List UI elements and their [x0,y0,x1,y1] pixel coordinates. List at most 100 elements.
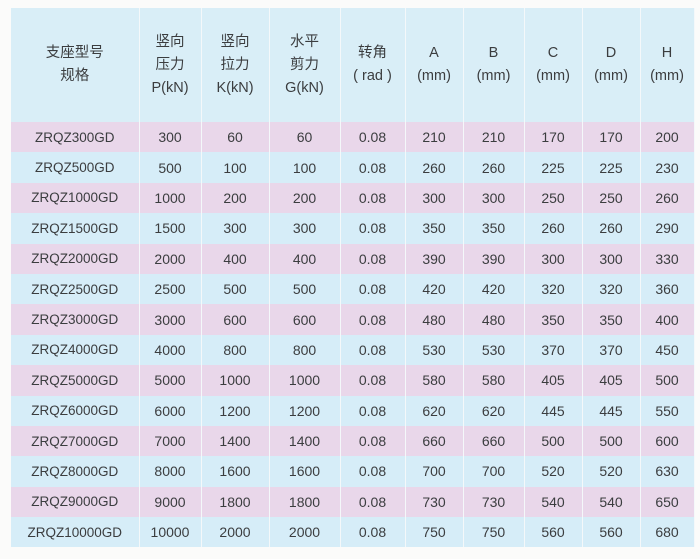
model-cell: ZRQZ300GD [11,122,140,153]
value-cell: 0.08 [340,304,406,335]
value-cell: 260 [582,213,641,244]
column-header: 转角 ( rad ) [340,8,406,122]
column-header-line: 压力 [155,56,185,73]
value-cell: 210 [463,122,525,153]
value-cell: 320 [524,273,583,305]
column-header-line: A [429,45,439,61]
value-cell: 480 [405,304,464,335]
value-cell: 300 [139,122,202,153]
value-cell: 0.08 [340,122,406,153]
column-header: B (mm) [463,8,525,122]
value-cell: 750 [405,517,464,548]
value-cell: 225 [524,152,583,183]
value-cell: 260 [524,213,583,244]
value-cell: 100 [269,152,341,183]
model-cell: ZRQZ8000GD [11,456,140,487]
value-cell: 1200 [201,395,270,426]
column-header-line: (mm) [650,68,684,84]
value-cell: 370 [524,334,583,366]
value-cell: 300 [269,213,341,244]
column-header-line: 剪力 [290,56,319,73]
table-row: ZRQZ4000GD 4000 800 800 0.08 530 530 370 370 450 [11,334,695,366]
table-row: ZRQZ3000GD 3000 600 600 0.08 480 480 350 350 400 [11,304,695,335]
table-row: ZRQZ6000GD 6000 1200 1200 0.08 620 620 445 445 55… [11,395,695,426]
value-cell: 620 [405,395,464,426]
value-cell: 300 [201,213,270,244]
value-cell: 60 [201,122,270,153]
column-header: H (mm) [640,8,695,122]
value-cell: 1400 [201,425,270,457]
value-cell: 450 [640,334,695,366]
value-cell: 1600 [201,456,270,487]
value-cell: 560 [582,517,641,548]
value-cell: 100 [201,152,270,183]
column-header: 支座型号 规格 [11,8,140,122]
value-cell: 730 [463,486,525,518]
value-cell: 620 [463,395,525,426]
table-row: ZRQZ10000GD 10000 2000 2000 0.08 750 750 560 560… [11,517,695,548]
value-cell: 170 [582,122,641,153]
value-cell: 660 [463,425,525,457]
value-cell: 0.08 [340,517,406,548]
table-row: ZRQZ8000GD 8000 1600 1600 0.08 700 700 520 520 63… [11,456,695,487]
value-cell: 600 [201,304,270,335]
value-cell: 0.08 [340,182,406,214]
column-header: 竖向 拉力 K(kN) [201,8,270,122]
value-cell: 630 [640,456,695,487]
value-cell: 0.08 [340,395,406,426]
value-cell: 750 [463,517,525,548]
column-header-line: P(kN) [151,79,189,96]
value-cell: 580 [405,365,464,396]
column-header: A (mm) [405,8,464,122]
value-cell: 600 [640,425,695,457]
column-header-line: 支座型号 [45,45,104,61]
value-cell: 300 [405,182,464,214]
value-cell: 6000 [139,395,202,426]
value-cell: 550 [640,395,695,426]
model-cell: ZRQZ5000GD [11,365,140,396]
value-cell: 2000 [269,517,341,548]
table-row: ZRQZ9000GD 9000 1800 1800 0.08 730 730 540 540 65… [11,486,695,518]
value-cell: 7000 [139,425,202,457]
column-header-line: ( rad ) [353,68,392,84]
model-cell: ZRQZ2000GD [11,243,140,274]
value-cell: 1000 [139,182,202,214]
value-cell: 350 [463,213,525,244]
value-cell: 530 [463,334,525,366]
value-cell: 350 [582,304,641,335]
value-cell: 1000 [201,365,270,396]
value-cell: 0.08 [340,213,406,244]
model-cell: ZRQZ500GD [11,152,140,183]
value-cell: 10000 [139,517,202,548]
value-cell: 2000 [201,517,270,548]
value-cell: 800 [269,334,341,366]
value-cell: 0.08 [340,456,406,487]
bearing-spec-table: 支座型号 规格 竖向 压力 P(kN) 竖向 拉力 K(kN) 水平 剪力 G(kN) 转角( rad… [11,8,695,548]
value-cell: 530 [405,334,464,366]
value-cell: 650 [640,486,695,518]
value-cell: 540 [582,486,641,518]
value-cell: 260 [640,182,695,214]
value-cell: 0.08 [340,425,406,457]
column-header-line: 转角 [358,45,387,61]
column-header-line: H [661,45,673,61]
value-cell: 500 [582,425,641,457]
value-cell: 0.08 [340,273,406,305]
value-cell: 400 [269,243,341,274]
table-row: ZRQZ2500GD 2500 500 500 0.08 420 420 320 320 360 [11,273,695,305]
value-cell: 520 [582,456,641,487]
value-cell: 405 [582,365,641,396]
value-cell: 0.08 [340,486,406,518]
value-cell: 520 [524,456,583,487]
column-header-line: (mm) [476,68,511,84]
value-cell: 300 [463,182,525,214]
value-cell: 500 [201,273,270,305]
value-cell: 660 [405,425,464,457]
value-cell: 1000 [269,365,341,396]
value-cell: 200 [640,122,695,153]
column-header: C (mm) [524,8,583,122]
column-header-line: G(kN) [285,79,324,96]
value-cell: 0.08 [340,152,406,183]
value-cell: 480 [463,304,525,335]
column-header-line: 竖向 [220,33,250,50]
